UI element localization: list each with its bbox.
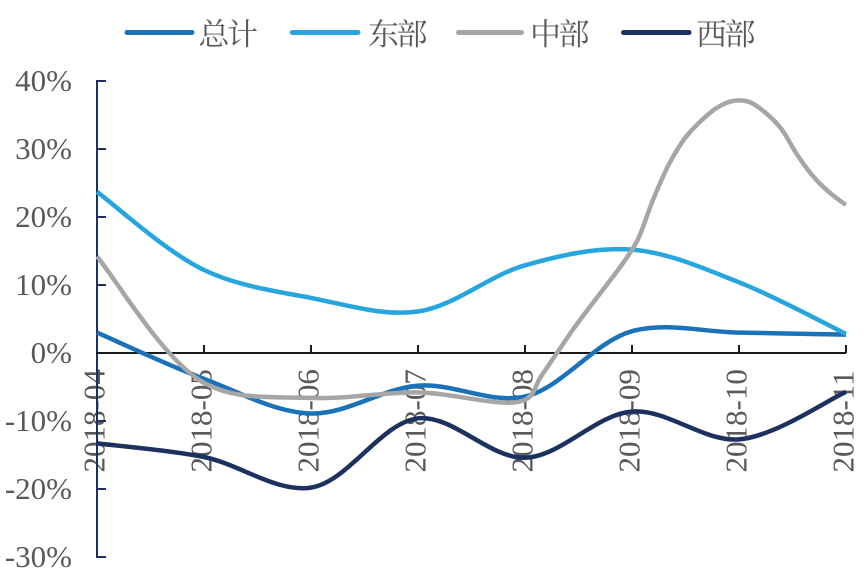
- svg-text:0%: 0%: [31, 335, 72, 370]
- svg-text:2018-04: 2018-04: [77, 369, 112, 473]
- svg-text:40%: 40%: [15, 63, 72, 98]
- svg-text:2018-11: 2018-11: [826, 370, 861, 472]
- svg-text:-10%: -10%: [5, 403, 72, 438]
- svg-text:20%: 20%: [15, 199, 72, 234]
- svg-text:10%: 10%: [15, 267, 72, 302]
- svg-text:-20%: -20%: [5, 471, 72, 506]
- svg-text:-30%: -30%: [5, 539, 72, 574]
- svg-text:2018-06: 2018-06: [291, 369, 326, 472]
- svg-text:2018-09: 2018-09: [612, 369, 647, 472]
- svg-text:2018-10: 2018-10: [719, 369, 754, 472]
- svg-text:30%: 30%: [15, 131, 72, 166]
